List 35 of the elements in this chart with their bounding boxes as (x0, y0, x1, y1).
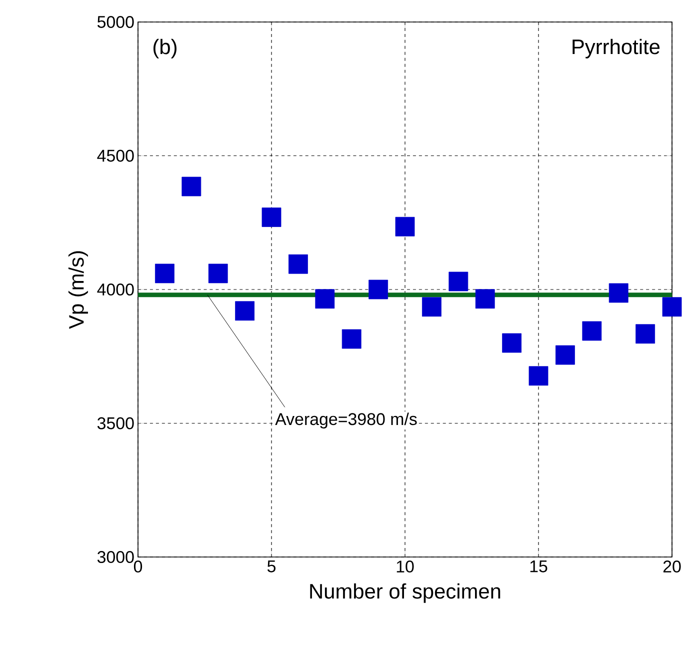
point (636, 324, 656, 344)
y-tick-label: 4500 (97, 150, 134, 162)
x-tick-label: 15 (530, 560, 548, 572)
x-tick-label: 10 (396, 560, 414, 573)
point (422, 297, 442, 317)
point (235, 301, 254, 321)
point (395, 216, 415, 236)
point (608, 283, 628, 303)
y-tick-label: 3000 (97, 551, 134, 563)
point (528, 366, 548, 386)
point (155, 264, 174, 284)
y-axis-title: Vp (m/s) (68, 251, 88, 329)
point (342, 329, 362, 349)
x-tick-label: 20 (663, 560, 681, 573)
point (182, 176, 202, 196)
annotation: Pyrrhotite (572, 38, 660, 58)
ref-line-label: Average=3980 m/s (275, 412, 417, 428)
point (208, 264, 228, 284)
point (502, 333, 522, 353)
point (288, 254, 308, 274)
point (582, 321, 602, 341)
annotation: (b) (154, 38, 176, 58)
point (315, 289, 335, 309)
x-axis-title: Number of specimen (310, 583, 500, 603)
x-tick-label: 0 (134, 560, 142, 573)
y-tick-label: 5000 (97, 16, 134, 28)
point (475, 289, 495, 309)
point (262, 208, 282, 227)
y-tick-label: 4000 (97, 284, 134, 296)
x-tick-label: 5 (267, 560, 276, 572)
point (662, 297, 682, 317)
y-tick-label: 3500 (97, 417, 134, 430)
point (368, 280, 388, 300)
point (448, 272, 468, 292)
point (556, 345, 575, 365)
